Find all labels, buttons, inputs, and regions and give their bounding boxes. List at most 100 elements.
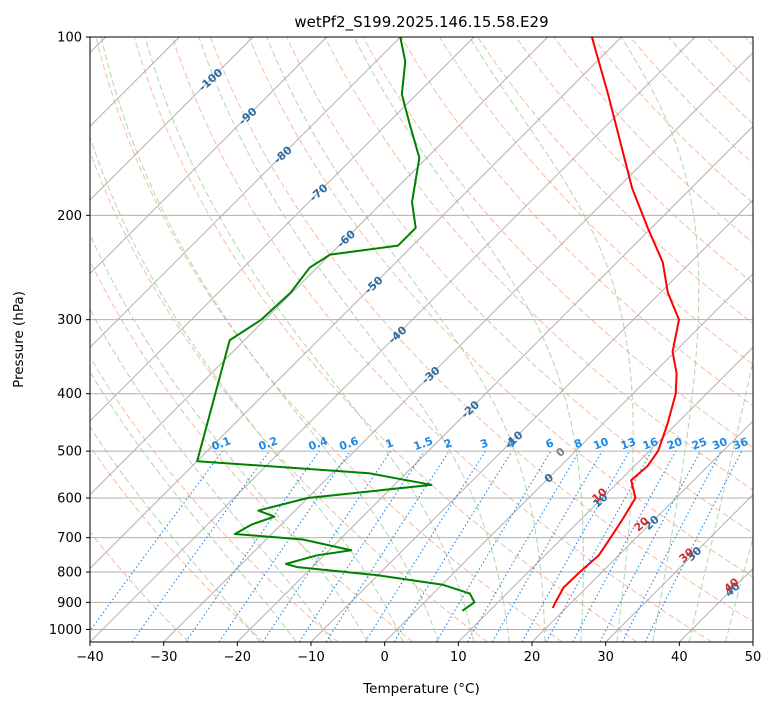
y-tick-label: 300	[57, 313, 82, 328]
isotherm-line	[310, 199, 753, 642]
mixing-ratio-line	[262, 450, 392, 642]
dry-adiabat	[210, 37, 753, 623]
dry-adiabat	[90, 259, 414, 642]
mixing-ratio-label: 0.2	[257, 434, 280, 453]
dry-adiabat	[439, 37, 753, 366]
temperature-profile	[551, 37, 680, 609]
dry-adiabat	[477, 37, 753, 325]
moist-adiabat	[353, 37, 584, 642]
moist-adiabat	[100, 37, 439, 642]
y-tick-label: 600	[57, 492, 82, 507]
dry-adiabat	[90, 150, 488, 642]
y-axis: 100 200 300 400 500 600 700 800 900 1000	[49, 31, 90, 638]
mixing-ratio-label: 20	[665, 435, 684, 453]
x-tick-label: −40	[76, 650, 103, 665]
x-tick-label: −30	[150, 650, 177, 665]
x-axis-label: Temperature (°C)	[362, 681, 480, 697]
x-tick-label: −20	[224, 650, 251, 665]
moist-adiabat	[90, 370, 297, 642]
y-tick-label: 700	[57, 531, 82, 546]
mixing-ratio-line	[393, 450, 513, 642]
isotherm-line	[90, 37, 475, 422]
chart-title: wetPf2_S199.2025.146.15.58.E29	[294, 13, 548, 32]
mixing-ratio-label: 6	[544, 436, 556, 451]
mixing-ratio-label: 4	[505, 436, 517, 451]
mixing-ratio-label: 16	[641, 435, 660, 453]
y-tick-label: 400	[57, 387, 82, 402]
moist-adiabat	[620, 37, 700, 642]
x-tick-label: 40	[671, 650, 688, 665]
moist-adiabat	[90, 426, 261, 642]
mixing-ratio-label: 13	[619, 435, 638, 452]
mixing-ratio-line	[185, 450, 320, 642]
mixing-ratio-line	[491, 450, 603, 642]
isotherm-line	[163, 52, 753, 642]
isotherm-line	[90, 37, 696, 642]
mixing-ratio-label: 0.4	[307, 434, 330, 453]
x-tick-label: 20	[524, 650, 541, 665]
moist-adiabat	[725, 536, 753, 642]
isotherm-line	[752, 641, 753, 642]
dry-adiabat	[90, 445, 264, 642]
dry-adiabat	[133, 37, 638, 642]
isotherm-line	[90, 37, 622, 569]
isotherm-line	[237, 125, 753, 642]
plot-area	[90, 37, 753, 642]
mixing-ratio-line	[467, 450, 580, 642]
dry-adiabat	[591, 37, 753, 204]
dry-adiabat	[90, 531, 190, 642]
y-tick-label: 200	[57, 209, 82, 224]
dry-adiabat	[553, 37, 753, 244]
mixing-ratio-label: 30	[710, 435, 729, 453]
mixing-ratio-label: 2	[442, 436, 454, 451]
x-tick-label: 10	[450, 650, 467, 665]
mixing-ratio-label: 8	[572, 436, 584, 451]
moist-adiabat	[90, 233, 369, 642]
moist-adiabat	[266, 37, 546, 642]
mixing-ratio-label: 0.6	[338, 434, 361, 453]
x-tick-label: 0	[381, 650, 389, 665]
plot-frame	[89, 36, 754, 643]
moist-adiabat	[198, 37, 510, 642]
dry-adiabat	[706, 37, 753, 86]
dewpoint-profile	[196, 37, 476, 612]
mixing-ratio-line	[218, 450, 351, 642]
y-tick-label: 800	[57, 566, 82, 581]
mixing-ratio-label: 1.5	[412, 434, 435, 453]
moist-adiabat	[90, 308, 333, 642]
dry-adiabat	[400, 37, 753, 407]
y-tick-label: 900	[57, 596, 82, 611]
moist-adiabat	[90, 135, 404, 642]
isotherm-line	[90, 37, 548, 496]
isotherm-line	[90, 37, 254, 201]
mixing-ratio-label: 0.1	[210, 434, 233, 453]
isotherm-line	[384, 273, 753, 642]
dry-adiabat	[324, 37, 753, 491]
dry-adiabat	[515, 37, 753, 284]
isotherm-line	[90, 37, 401, 348]
dry-adiabat	[286, 37, 753, 534]
mixing-ratio-line	[545, 450, 653, 642]
isotherm-line	[531, 420, 753, 642]
moist-adiabat	[144, 37, 475, 642]
dry-adiabat	[629, 37, 753, 165]
x-tick-label: 30	[597, 650, 614, 665]
mixing-ratio-line	[521, 450, 630, 642]
mixing-ratio-label: 1	[384, 436, 396, 451]
x-tick-label: −10	[297, 650, 324, 665]
y-axis-label: Pressure (hPa)	[11, 291, 27, 388]
dry-adiabat	[90, 356, 339, 642]
mixing-ratio-line	[90, 450, 223, 632]
isotherm-line	[458, 346, 753, 642]
x-tick-label: 50	[745, 650, 762, 665]
mixing-ratio-label: 25	[690, 435, 709, 452]
isotherm-label: -100	[196, 66, 225, 94]
mixing-ratio-line	[572, 450, 677, 642]
y-tick-label: 1000	[49, 623, 82, 638]
dry-adiabat	[95, 37, 563, 642]
dry-adiabat	[248, 37, 753, 578]
y-tick-label: 500	[57, 445, 82, 460]
mixing-ratio-label: 10	[592, 435, 611, 453]
moist-adiabat-label: 0	[553, 445, 568, 460]
